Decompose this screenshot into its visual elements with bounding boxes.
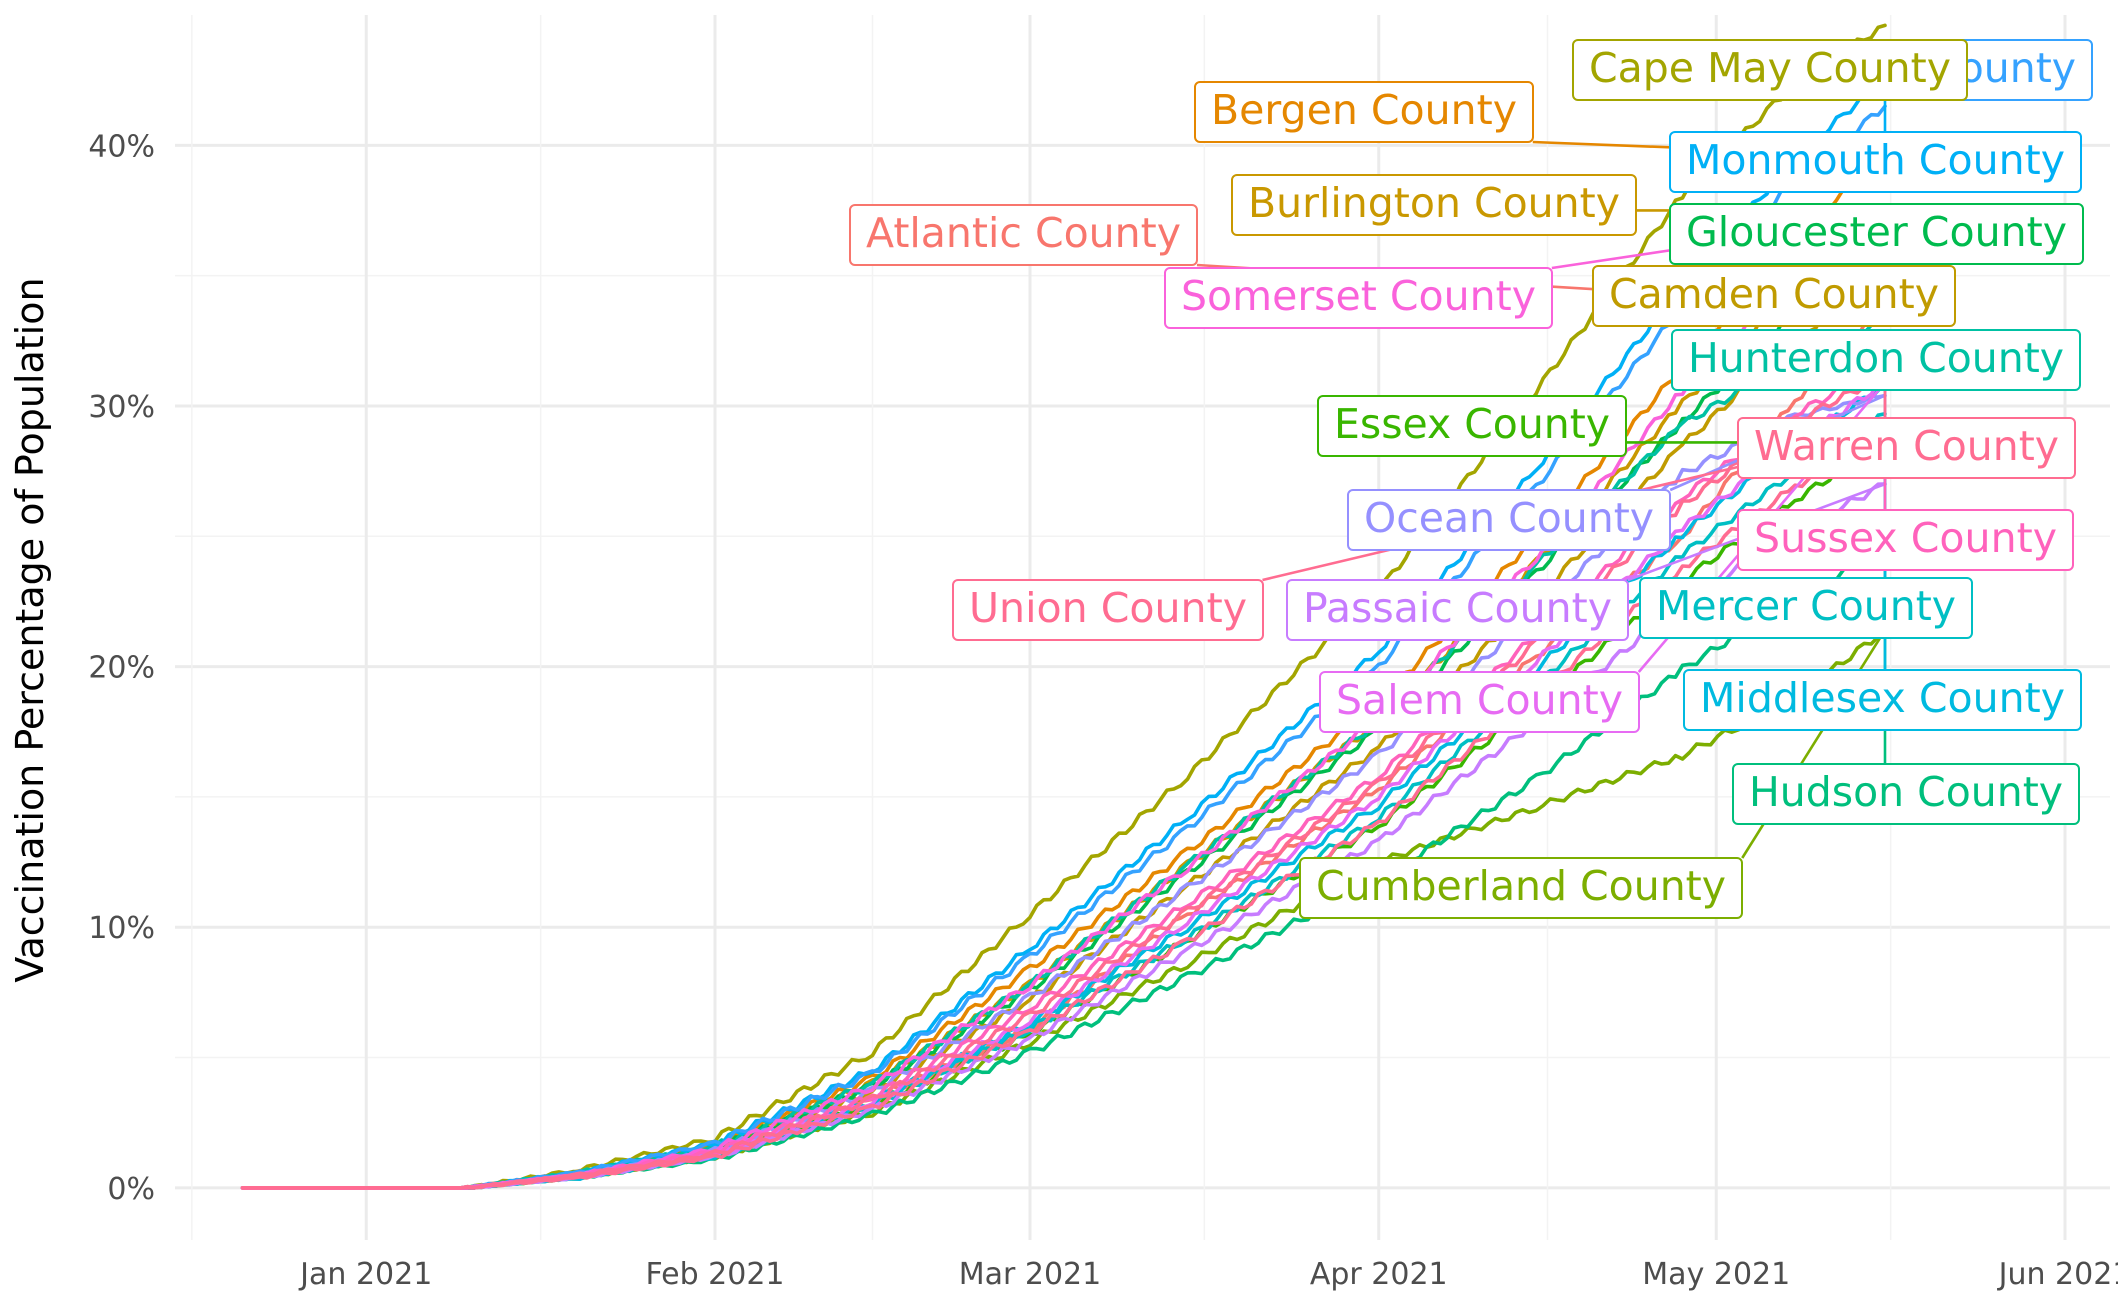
label-text: Camden County bbox=[1609, 270, 1939, 318]
series-line-warren-county bbox=[240, 372, 1887, 1190]
label-text: Salem County bbox=[1336, 676, 1623, 724]
label-text: Hudson County bbox=[1749, 768, 2063, 816]
x-axis-tick-labels: Jan 2021 Feb 2021 Mar 2021 Apr 2021 May 2021… bbox=[298, 1257, 2118, 1292]
label-box bbox=[1286, 579, 1629, 641]
label-box bbox=[952, 579, 1264, 641]
label-box bbox=[1669, 131, 2082, 193]
x-tick-label: Mar 2021 bbox=[959, 1257, 1102, 1292]
label-cumberland-county: Cumberland County bbox=[1299, 857, 1743, 919]
label-box bbox=[1671, 329, 2081, 391]
label-cape-may-county: Cape May County bbox=[1572, 39, 1968, 101]
label-gloucester-county: Gloucester County bbox=[1669, 203, 2084, 265]
label-box bbox=[1592, 265, 1956, 327]
label-passaic-county: Passaic County bbox=[1286, 579, 1629, 641]
label-text: Middlesex County bbox=[1700, 674, 2065, 722]
label-union-county: Union County bbox=[952, 579, 1264, 641]
series-line-essex-county bbox=[240, 440, 1887, 1190]
label-box bbox=[1194, 81, 1534, 143]
label-box bbox=[1231, 174, 1637, 236]
label-salem-county: Salem County bbox=[1319, 671, 1640, 733]
label-hudson-county: Hudson County bbox=[1732, 763, 2080, 825]
label-box bbox=[1347, 489, 1671, 551]
x-tick-label: May 2021 bbox=[1642, 1257, 1790, 1292]
label-text: Sussex County bbox=[1754, 514, 2057, 562]
label-text: Warren County bbox=[1754, 422, 2059, 470]
label-box bbox=[1737, 509, 2074, 571]
label-text: Essex County bbox=[1334, 400, 1610, 448]
y-tick-label: 10% bbox=[88, 911, 155, 946]
label-box bbox=[1639, 577, 1973, 639]
label-text: Burlington County bbox=[1248, 179, 1620, 227]
label-box bbox=[849, 204, 1198, 266]
label-text: Cape May County bbox=[1589, 44, 1951, 92]
label-text: Monmouth County bbox=[1686, 136, 2065, 184]
y-axis-tick-labels: 0% 10% 20% 30% 40% bbox=[88, 129, 155, 1207]
label-text: Union County bbox=[969, 584, 1247, 632]
label-sussex-county: Sussex County bbox=[1737, 509, 2074, 571]
label-box bbox=[1737, 417, 2076, 479]
label-box bbox=[1164, 267, 1553, 329]
label-text: Passaic County bbox=[1303, 584, 1612, 632]
label-text: Hunterdon County bbox=[1688, 334, 2064, 382]
label-hunterdon-county: Hunterdon County bbox=[1671, 329, 2081, 391]
label-box bbox=[1732, 763, 2080, 825]
y-axis-title: Vaccination Percentage of Population bbox=[8, 277, 52, 982]
label-bergen-county: Bergen County bbox=[1194, 81, 1534, 143]
y-tick-label: 20% bbox=[88, 651, 155, 686]
y-tick-label: 30% bbox=[88, 390, 155, 425]
label-box bbox=[1683, 669, 2082, 731]
label-text: Mercer County bbox=[1656, 582, 1956, 630]
label-monmouth-county: Monmouth County bbox=[1669, 131, 2082, 193]
label-text: Gloucester County bbox=[1686, 208, 2067, 256]
series-line-atlantic-county bbox=[240, 305, 1887, 1190]
label-somerset-county: Somerset County bbox=[1164, 267, 1553, 329]
label-box bbox=[1669, 203, 2084, 265]
label-text: Cumberland County bbox=[1316, 862, 1726, 910]
label-text: Atlantic County bbox=[866, 209, 1181, 257]
label-middlesex-county: Middlesex County bbox=[1683, 669, 2082, 731]
label-warren-county: Warren County bbox=[1737, 417, 2076, 479]
label-essex-county: Essex County bbox=[1317, 395, 1627, 457]
label-box bbox=[1319, 671, 1640, 733]
label-atlantic-county: Atlantic County bbox=[849, 204, 1198, 266]
label-box bbox=[1572, 39, 1968, 101]
x-tick-label: Jun 2021 bbox=[1997, 1257, 2118, 1292]
y-tick-label: 40% bbox=[88, 129, 155, 164]
x-tick-label: Jan 2021 bbox=[298, 1257, 432, 1292]
x-tick-label: Apr 2021 bbox=[1310, 1257, 1448, 1292]
label-text: Somerset County bbox=[1181, 272, 1536, 320]
label-text: Bergen County bbox=[1211, 86, 1517, 134]
label-burlington-county: Burlington County bbox=[1231, 174, 1637, 236]
y-tick-label: 0% bbox=[107, 1172, 155, 1207]
label-box bbox=[1299, 857, 1743, 919]
label-mercer-county: Mercer County bbox=[1639, 577, 1973, 639]
label-box bbox=[1317, 395, 1627, 457]
label-ocean-county: Ocean County bbox=[1347, 489, 1671, 551]
label-camden-county: Camden County bbox=[1592, 265, 1956, 327]
x-tick-label: Feb 2021 bbox=[646, 1257, 785, 1292]
label-text: Ocean County bbox=[1364, 494, 1654, 542]
